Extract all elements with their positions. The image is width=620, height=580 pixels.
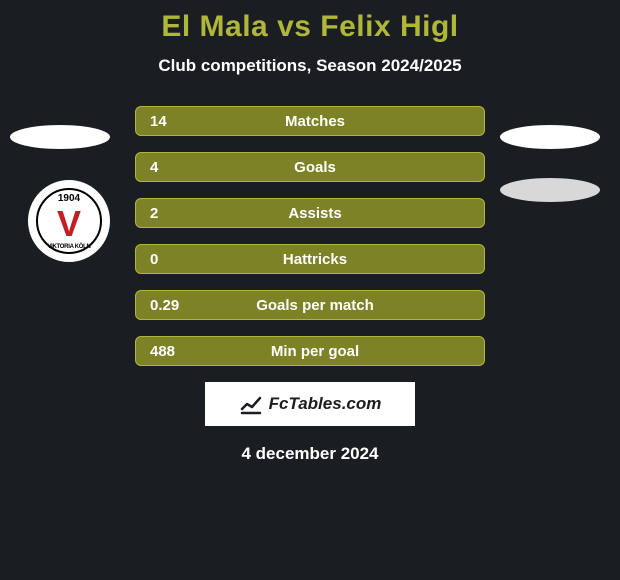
club-badge: 1904 V VIKTORIA KÖLN — [28, 180, 110, 262]
chart-icon — [239, 392, 263, 416]
player-right-logo-1 — [500, 125, 600, 149]
stat-bar: 4 Goals — [135, 152, 485, 182]
stat-value: 0 — [150, 251, 158, 268]
stat-bar: 2 Assists — [135, 198, 485, 228]
stat-value: 0.29 — [150, 297, 179, 314]
comparison-title: El Mala vs Felix Higl — [0, 10, 620, 44]
stat-bar: 488 Min per goal — [135, 336, 485, 366]
fctables-badge: FcTables.com — [205, 382, 415, 426]
stat-value: 14 — [150, 113, 167, 130]
infographic-container: El Mala vs Felix Higl Club competitions,… — [0, 0, 620, 580]
stat-value: 488 — [150, 343, 175, 360]
stat-label: Goals — [136, 159, 484, 176]
stat-label: Assists — [136, 205, 484, 222]
stat-label: Min per goal — [136, 343, 484, 360]
player-left-logo — [10, 125, 110, 149]
stat-value: 2 — [150, 205, 158, 222]
club-year: 1904 — [58, 193, 80, 204]
stat-bar: 0.29 Goals per match — [135, 290, 485, 320]
club-name: VIKTORIA KÖLN — [47, 244, 90, 250]
player-right-logo-2 — [500, 178, 600, 202]
stat-bar: 0 Hattricks — [135, 244, 485, 274]
stat-bar: 14 Matches — [135, 106, 485, 136]
stat-bars: 14 Matches 4 Goals 2 Assists 0 Hattricks… — [135, 106, 485, 366]
date-label: 4 december 2024 — [0, 444, 620, 464]
stat-label: Hattricks — [136, 251, 484, 268]
stat-label: Matches — [136, 113, 484, 130]
fctables-label: FcTables.com — [269, 394, 382, 414]
season-subtitle: Club competitions, Season 2024/2025 — [0, 56, 620, 76]
club-letter: V — [57, 206, 81, 242]
stat-value: 4 — [150, 159, 158, 176]
stat-label: Goals per match — [136, 297, 484, 314]
club-badge-inner: 1904 V VIKTORIA KÖLN — [36, 188, 102, 254]
